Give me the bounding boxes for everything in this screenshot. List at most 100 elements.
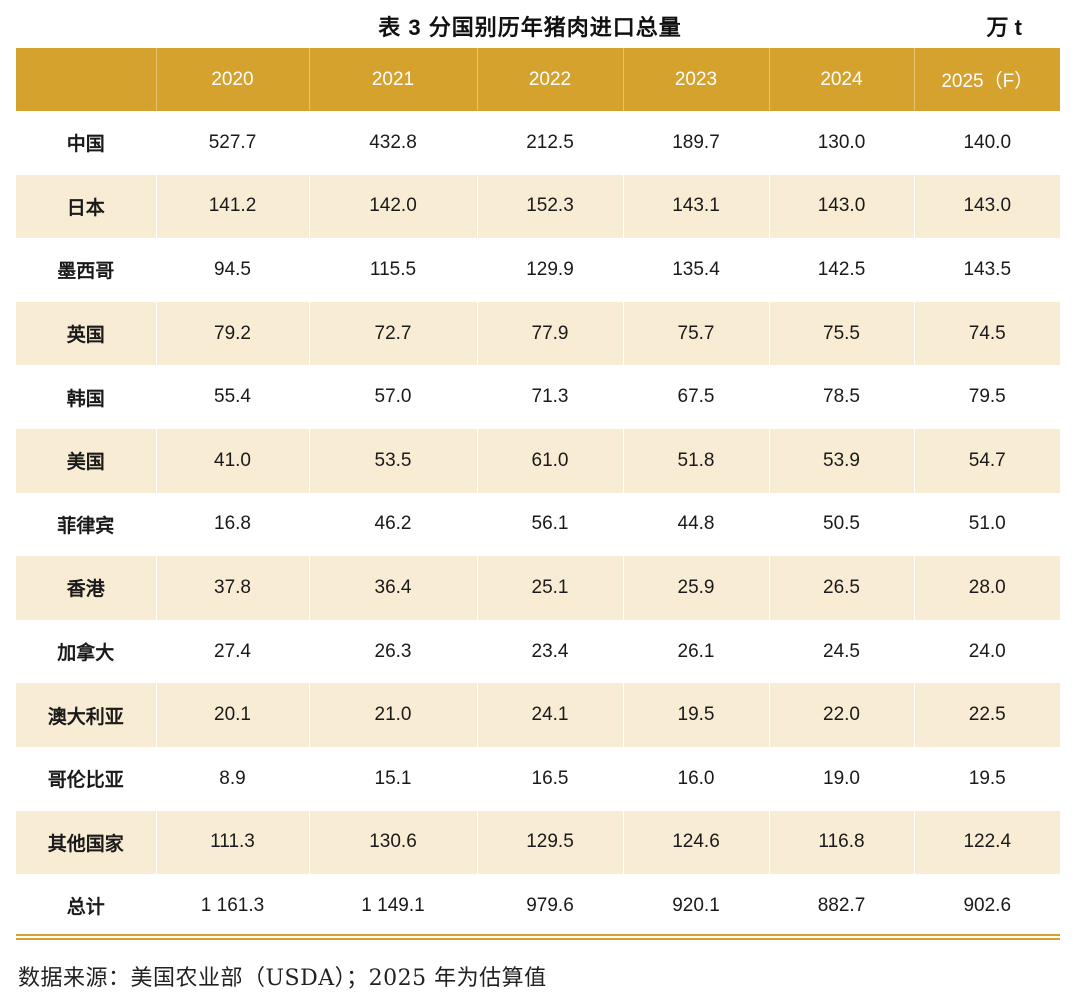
value-cell: 51.8 (623, 428, 770, 493)
value-cell: 111.3 (156, 810, 310, 875)
value-cell: 78.5 (769, 365, 915, 429)
header-cell: 2021 (309, 48, 478, 111)
value-cell: 8.9 (156, 746, 310, 811)
value-cell: 27.4 (156, 619, 310, 684)
value-cell: 135.4 (623, 238, 770, 302)
country-name: 韩国 (16, 365, 157, 429)
value-cell: 50.5 (769, 492, 915, 557)
value-cell: 44.8 (623, 492, 770, 557)
table-row: 日本 141.2 142.0 152.3 143.1 143.0 143.0 (16, 174, 1060, 239)
table-row: 中国 527.7 432.8 212.5 189.7 130.0 140.0 (16, 111, 1060, 175)
value-cell: 36.4 (309, 556, 478, 620)
value-cell: 26.5 (769, 556, 915, 620)
value-cell: 20.1 (156, 683, 310, 747)
value-cell: 15.1 (309, 746, 478, 811)
value-cell: 16.8 (156, 492, 310, 557)
table-row: 加拿大 27.4 26.3 23.4 26.1 24.5 24.0 (16, 619, 1060, 684)
value-cell: 26.1 (623, 619, 770, 684)
value-cell: 882.7 (769, 874, 915, 938)
value-cell: 55.4 (156, 365, 310, 429)
value-cell: 72.7 (309, 301, 478, 366)
value-cell: 24.1 (477, 683, 624, 747)
country-name: 日本 (16, 174, 157, 239)
value-cell: 16.0 (623, 746, 770, 811)
header-row: 2020 2021 2022 2023 2024 2025（F） (16, 48, 1060, 111)
country-name: 中国 (16, 111, 157, 175)
value-cell: 920.1 (623, 874, 770, 938)
value-cell: 25.1 (477, 556, 624, 620)
table-bottom-rule (16, 934, 1060, 940)
value-cell: 979.6 (477, 874, 624, 938)
value-cell: 122.4 (963, 831, 1012, 853)
value-cell: 21.0 (309, 683, 478, 747)
value-cell: 67.5 (623, 365, 770, 429)
value-cell: 124.6 (623, 810, 770, 875)
value-cell: 54.7 (968, 449, 1006, 471)
value-cell: 143.1 (623, 174, 770, 239)
value-cell: 79.2 (156, 301, 310, 366)
table-row: 澳大利亚 20.1 21.0 24.1 19.5 22.0 22.5 (16, 683, 1060, 747)
value-cell: 75.5 (769, 301, 915, 366)
country-name: 菲律宾 (16, 492, 157, 557)
header-cell: 2023 (623, 48, 770, 111)
value-cell: 57.0 (309, 365, 478, 429)
value-cell: 1 161.3 (156, 874, 310, 938)
table-row: 美国 41.0 53.5 61.0 51.8 53.9 54.7 (16, 428, 1060, 493)
table-row: 英国 79.2 72.7 77.9 75.7 75.5 74.5 (16, 301, 1060, 366)
table-row: 韩国 55.4 57.0 71.3 67.5 78.5 79.5 (16, 365, 1060, 429)
value-cell: 212.5 (477, 111, 624, 175)
country-name: 加拿大 (16, 619, 157, 684)
value-cell: 19.0 (769, 746, 915, 811)
value-cell: 41.0 (156, 428, 310, 493)
value-cell: 129.9 (477, 238, 624, 302)
country-name: 其他国家 (16, 810, 157, 875)
value-cell: 26.3 (309, 619, 478, 684)
value-cell: 129.5 (477, 810, 624, 875)
value-cell: 140.0 (963, 131, 1012, 153)
value-cell: 23.4 (477, 619, 624, 684)
value-cell: 53.9 (769, 428, 915, 493)
value-cell: 141.2 (156, 174, 310, 239)
header-cell: 2025（F） (941, 71, 1034, 92)
value-cell: 94.5 (156, 238, 310, 302)
value-cell: 19.5 (623, 683, 770, 747)
value-cell: 16.5 (477, 746, 624, 811)
value-cell: 61.0 (477, 428, 624, 493)
country-name: 总计 (16, 874, 157, 938)
value-cell: 143.0 (963, 195, 1012, 217)
table-row: 香港 37.8 36.4 25.1 25.9 26.5 28.0 (16, 556, 1060, 620)
value-cell: 25.9 (623, 556, 770, 620)
country-name: 墨西哥 (16, 238, 157, 302)
value-cell: 24.0 (968, 640, 1006, 662)
value-cell: 56.1 (477, 492, 624, 557)
value-cell: 53.5 (309, 428, 478, 493)
value-cell: 77.9 (477, 301, 624, 366)
country-name: 香港 (16, 556, 157, 620)
value-cell: 74.5 (968, 322, 1006, 344)
header-cell (16, 48, 157, 111)
title-row: 表 3 分国别历年猪肉进口总量 万 t (0, 0, 1080, 48)
header-cell: 2022 (477, 48, 624, 111)
value-cell: 902.6 (963, 894, 1012, 916)
country-name: 澳大利亚 (16, 683, 157, 747)
value-cell: 37.8 (156, 556, 310, 620)
country-name: 哥伦比亚 (16, 746, 157, 811)
pork-import-table: 2020 2021 2022 2023 2024 2025（F） 中国 527.… (16, 48, 1060, 938)
source-note: 数据来源：美国农业部（USDA）；2025 年为估算值 (18, 966, 547, 991)
header-cell: 2024 (769, 48, 915, 111)
value-cell: 130.0 (769, 111, 915, 175)
table-row: 其他国家 111.3 130.6 129.5 124.6 116.8 122.4 (16, 810, 1060, 875)
table-row: 墨西哥 94.5 115.5 129.9 135.4 142.5 143.5 (16, 238, 1060, 302)
value-cell: 46.2 (309, 492, 478, 557)
table-title: 表 3 分国别历年猪肉进口总量 (378, 15, 682, 40)
country-name: 美国 (16, 428, 157, 493)
total-row: 总计 1 161.3 1 149.1 979.6 920.1 882.7 902… (16, 874, 1060, 938)
value-cell: 19.5 (968, 767, 1006, 789)
value-cell: 527.7 (156, 111, 310, 175)
value-cell: 116.8 (769, 810, 915, 875)
value-cell: 24.5 (769, 619, 915, 684)
table-row: 菲律宾 16.8 46.2 56.1 44.8 50.5 51.0 (16, 492, 1060, 557)
value-cell: 142.0 (309, 174, 478, 239)
value-cell: 75.7 (623, 301, 770, 366)
table-row: 哥伦比亚 8.9 15.1 16.5 16.0 19.0 19.5 (16, 746, 1060, 811)
